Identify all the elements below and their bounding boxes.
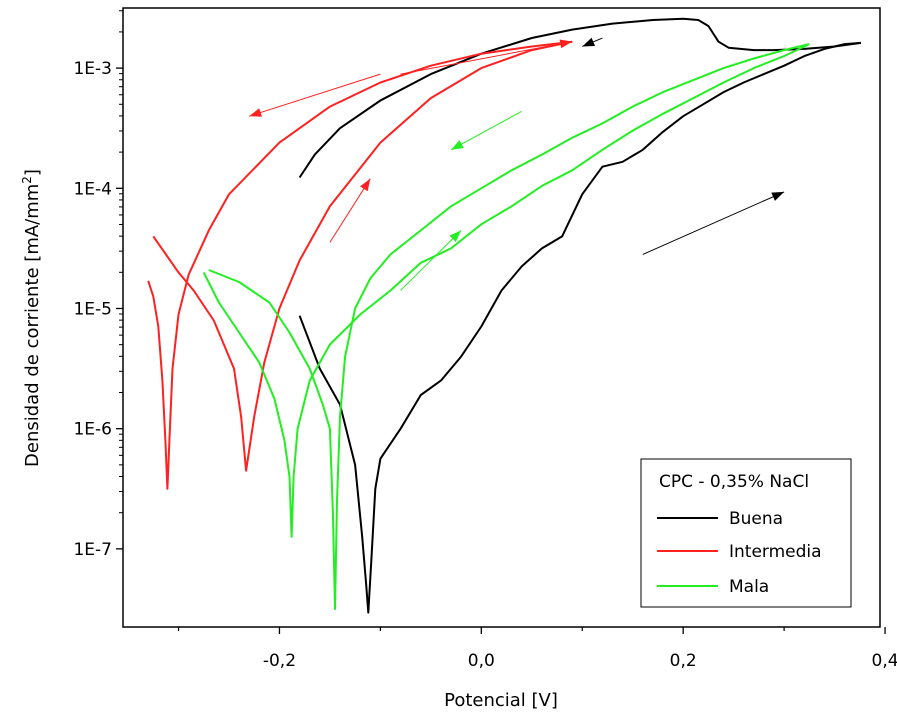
direction-arrow (582, 37, 603, 47)
arrow-head (771, 191, 785, 201)
y-axis-title: Densidad de corriente [mA/mm2] (20, 169, 43, 467)
direction-arrow (249, 73, 381, 117)
curve-buena-forward (298, 41, 861, 614)
curve-mala-forward (202, 43, 810, 538)
y-tick-label: 1E-7 (73, 540, 112, 560)
legend-label-mala: Mala (729, 577, 769, 597)
arrow-shaft (329, 178, 371, 243)
curve-mala-reverse (208, 43, 810, 610)
arrow-shaft (400, 230, 462, 291)
y-tick-label: 1E-6 (73, 420, 112, 440)
curves (147, 17, 861, 614)
legend-title: CPC - 0,35% NaCl (659, 472, 809, 492)
arrow-head (582, 37, 596, 47)
arrow-head (360, 178, 371, 192)
legend-label-intermedia: Intermedia (729, 542, 822, 562)
x-axis-title: Potencial [V] (444, 690, 558, 711)
y-tick-label: 1E-3 (73, 59, 112, 79)
arrow-head (249, 108, 262, 117)
x-tick-label: 0,0 (468, 651, 495, 671)
arrow-head (449, 230, 462, 243)
legend-box (640, 458, 852, 608)
arrow-head (451, 140, 464, 150)
direction-arrow (329, 178, 371, 243)
curve-intermedia-forward (147, 40, 573, 490)
arrow-shaft (249, 73, 381, 117)
arrow-shaft (642, 191, 785, 255)
x-tick-label: 0,4 (872, 651, 897, 671)
direction-arrow (400, 230, 462, 291)
plot-frame (122, 7, 881, 628)
arrow-head (559, 39, 573, 49)
direction-arrows (249, 37, 785, 291)
direction-arrow (450, 110, 522, 151)
curve-buena-reverse (298, 17, 861, 179)
curve-intermedia-reverse (152, 40, 573, 472)
axis-ticks: -0,2 0,0 0,2 0,4 1E-7 1E-6 1E-5 1E-4 1E-3 (73, 10, 897, 671)
arrow-shaft (400, 41, 573, 75)
legend-label-buena: Buena (729, 509, 783, 529)
y-tick-label: 1E-4 (73, 179, 112, 199)
arrow-shaft (450, 110, 522, 151)
x-tick-label: -0,2 (263, 651, 296, 671)
legend: CPC - 0,35% NaCl Buena Intermedia Mala (640, 458, 852, 608)
direction-arrow (642, 191, 785, 255)
x-tick-label: 0,2 (670, 651, 697, 671)
y-tick-label: 1E-5 (73, 299, 112, 319)
direction-arrow (400, 39, 573, 75)
